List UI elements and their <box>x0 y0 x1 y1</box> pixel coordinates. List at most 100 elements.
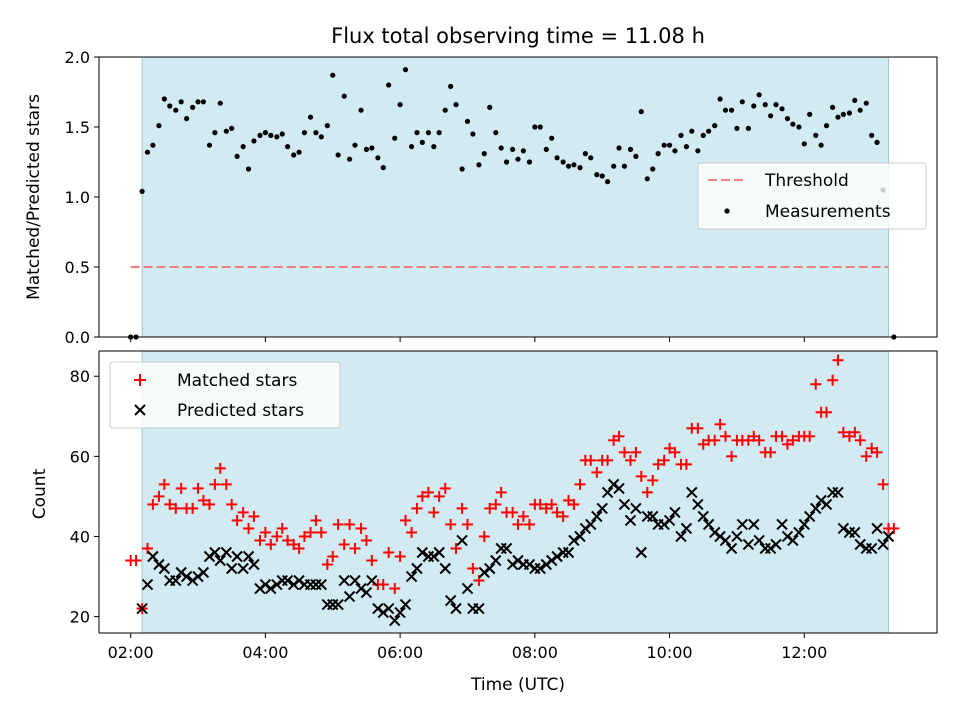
predicted-star-point <box>680 522 693 535</box>
matched-star-point <box>753 434 765 446</box>
measurement-point <box>318 134 324 140</box>
measurement-point <box>616 145 622 151</box>
measurement-point <box>717 96 723 102</box>
predicted-star-point <box>803 510 816 523</box>
predicted-star-stroke <box>725 542 738 555</box>
matched-star-point <box>849 426 861 438</box>
matched-legend-label: Matched stars <box>177 371 297 391</box>
predicted-star-point <box>624 514 637 527</box>
measurement-point <box>425 130 432 136</box>
matched-star-point <box>147 498 159 510</box>
predicted-star-point <box>411 562 423 575</box>
predicted-star-stroke <box>209 546 221 559</box>
matched-star-point <box>445 518 457 530</box>
predicted-star-point <box>591 510 603 523</box>
top-y-tick-label: 0.0 <box>65 328 90 347</box>
matched-star-point <box>170 502 182 514</box>
measurement-point <box>627 146 634 152</box>
measurement-point <box>240 144 246 150</box>
predicted-star-stroke <box>389 614 401 627</box>
matched-star-point <box>344 518 356 530</box>
predicted-star-point <box>349 574 361 587</box>
matched-star-point <box>647 474 659 486</box>
predicted-star-point <box>484 562 496 575</box>
predicted-star-point <box>209 546 221 559</box>
matched-star-point <box>366 554 378 566</box>
matched-star-point <box>327 550 339 562</box>
matched-star-point <box>310 514 322 526</box>
measurement-point <box>487 104 493 110</box>
measurement-point <box>195 99 201 105</box>
predicted-star-point <box>770 538 782 551</box>
measurement-point <box>571 162 577 168</box>
measurement-point <box>262 130 268 136</box>
matched-star-point <box>153 490 165 502</box>
matched-star-point <box>282 534 294 546</box>
predicted-star-point <box>731 530 743 543</box>
matched-star-point <box>507 506 519 518</box>
measurement-point <box>301 130 308 136</box>
measurement-point <box>813 132 819 138</box>
measurement-point <box>857 107 863 113</box>
predicted-star-stroke <box>837 522 850 535</box>
predicted-star-stroke <box>461 582 474 595</box>
measurement-point <box>700 132 706 138</box>
measurement-point <box>611 163 617 169</box>
predicted-star-point <box>753 534 765 547</box>
predicted-star-stroke <box>147 550 159 563</box>
measurement-point <box>768 113 774 119</box>
measurement-point <box>846 110 853 116</box>
matched-star-point <box>517 510 529 522</box>
predicted-star-point <box>158 562 171 575</box>
predicted-star-point <box>865 542 878 555</box>
matched-star-point <box>574 478 586 490</box>
matched-star-point <box>765 446 777 458</box>
measurement-point <box>549 135 555 141</box>
predicted-star-stroke <box>444 594 457 607</box>
predicted-star-stroke <box>585 518 597 531</box>
predicted-star-stroke <box>136 602 148 615</box>
predicted-star-stroke <box>231 550 243 563</box>
measurement-point <box>464 118 471 124</box>
matched-star-point <box>484 502 496 514</box>
predicted-star-point <box>675 530 687 543</box>
measurement-point <box>369 145 375 151</box>
measurement-point <box>363 146 370 152</box>
predicted-star-point <box>366 574 378 587</box>
measurement-point <box>251 138 257 144</box>
predicted-star-stroke <box>647 510 659 523</box>
predicted-star-stroke <box>702 518 715 531</box>
predicted-star-point <box>332 598 344 611</box>
predicted-star-point <box>871 522 883 535</box>
predicted-star-stroke <box>630 502 642 515</box>
bottom-y-tick-label: 40 <box>70 527 90 546</box>
bottom-plot-frame <box>98 350 938 634</box>
matched-star-point <box>433 490 445 502</box>
measurement-point <box>807 111 813 117</box>
predicted-star-point <box>776 518 788 531</box>
predicted-star-point <box>686 486 698 499</box>
matched-star-point <box>394 550 406 562</box>
chart-title: Flux total observing time = 11.08 h <box>331 24 705 48</box>
measurement-point <box>341 93 347 99</box>
measurement-point <box>739 99 745 105</box>
measurement-point <box>386 82 392 88</box>
predicted-star-point <box>669 506 681 519</box>
x-axis-label: Time (UTC) <box>470 675 565 695</box>
predicted-star-point <box>849 526 861 539</box>
predicted-star-point <box>338 574 350 587</box>
measurement-point <box>139 188 145 194</box>
matched-star-point <box>523 518 535 530</box>
matched-star-point <box>635 470 647 482</box>
predicted-star-point <box>692 498 704 511</box>
predicted-star-point <box>248 558 260 571</box>
matched-star-point <box>630 446 642 458</box>
measurement-point <box>173 107 179 113</box>
predicted-star-stroke <box>360 586 373 599</box>
predicted-star-stroke <box>865 542 878 555</box>
predicted-star-point <box>405 570 418 583</box>
measurement-point <box>829 104 836 110</box>
matched-star-point <box>416 490 428 502</box>
